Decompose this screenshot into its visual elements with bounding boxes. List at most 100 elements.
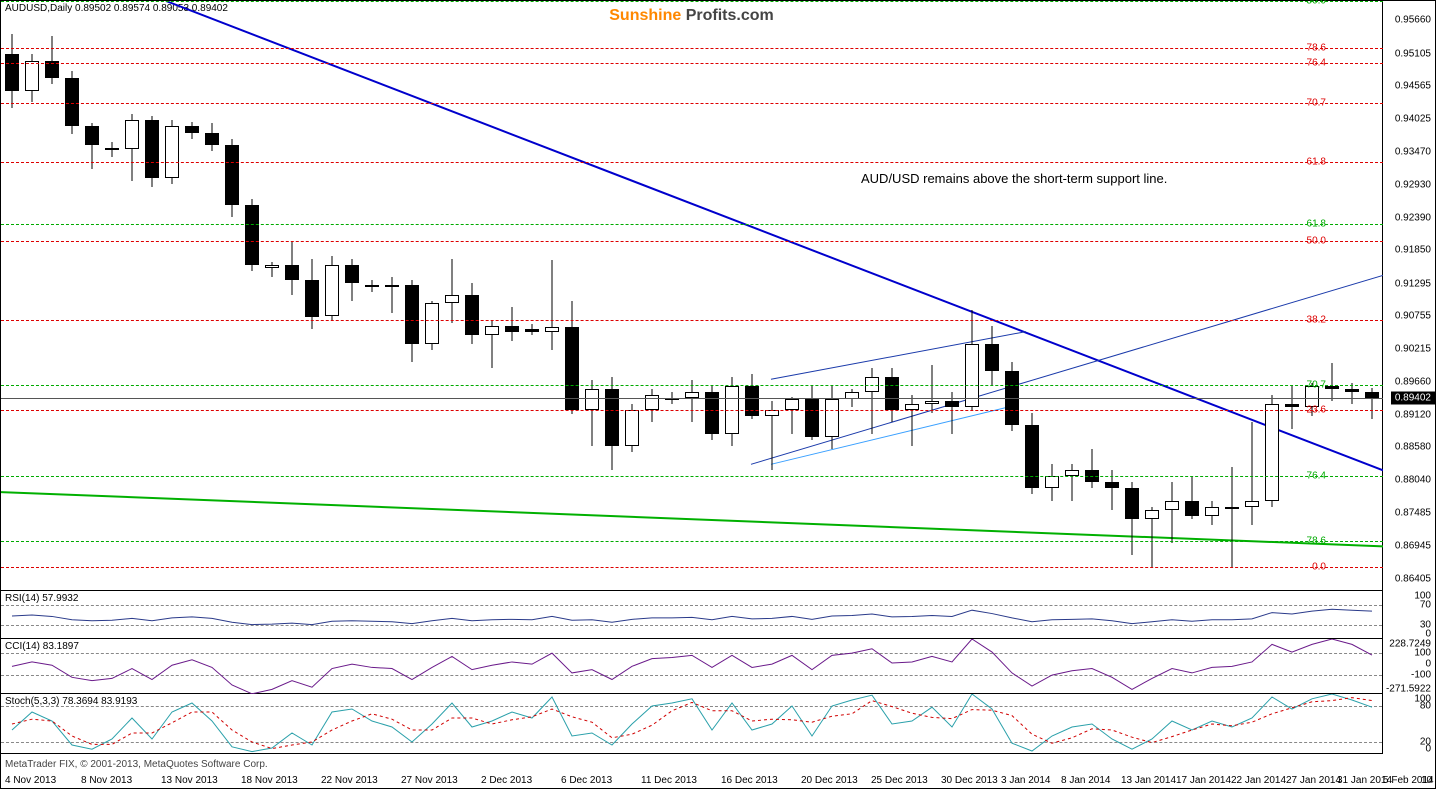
cci-tick: -100 <box>1411 670 1431 681</box>
candle[interactable] <box>505 1 519 591</box>
candle[interactable] <box>945 1 959 591</box>
rsi-axis: 10070300 <box>1381 591 1435 639</box>
candle[interactable] <box>905 1 919 591</box>
candle[interactable] <box>305 1 319 591</box>
candle[interactable] <box>245 1 259 591</box>
candle[interactable] <box>805 1 819 591</box>
candle[interactable] <box>285 1 299 591</box>
candle[interactable] <box>405 1 419 591</box>
candle[interactable] <box>1045 1 1059 591</box>
fib-line <box>1 1 1383 2</box>
fib-line <box>1 63 1383 64</box>
candle[interactable] <box>45 1 59 591</box>
candle[interactable] <box>985 1 999 591</box>
stoch-axis: 10080200 <box>1381 694 1435 754</box>
fib-label: 76.4 <box>1307 58 1326 69</box>
current-price-line <box>1 398 1383 399</box>
candle[interactable] <box>145 1 159 591</box>
stoch-panel[interactable]: Stoch(5,3,3) 78.3694 83.9193 <box>1 694 1383 754</box>
candle[interactable] <box>1145 1 1159 591</box>
time-tick: 22 Jan 2014 <box>1231 775 1286 786</box>
candle[interactable] <box>345 1 359 591</box>
candle[interactable] <box>85 1 99 591</box>
price-tick: 0.93470 <box>1395 147 1431 158</box>
time-tick: 10 Feb 2014 <box>1421 775 1436 786</box>
candle[interactable] <box>185 1 199 591</box>
candle[interactable] <box>865 1 879 591</box>
candle[interactable] <box>585 1 599 591</box>
candle[interactable] <box>925 1 939 591</box>
candle[interactable] <box>1365 1 1379 591</box>
candle[interactable] <box>425 1 439 591</box>
candle[interactable] <box>365 1 379 591</box>
candle[interactable] <box>845 1 859 591</box>
candle[interactable] <box>465 1 479 591</box>
candle[interactable] <box>785 1 799 591</box>
candle[interactable] <box>665 1 679 591</box>
candle[interactable] <box>1085 1 1099 591</box>
candle[interactable] <box>1185 1 1199 591</box>
candle[interactable] <box>1205 1 1219 591</box>
price-tick: 0.87485 <box>1395 508 1431 519</box>
time-tick: 27 Nov 2013 <box>401 775 458 786</box>
price-tick: 0.92930 <box>1395 179 1431 190</box>
candle[interactable] <box>625 1 639 591</box>
candle[interactable] <box>1025 1 1039 591</box>
rsi-level <box>1 625 1382 626</box>
candle[interactable] <box>485 1 499 591</box>
candle[interactable] <box>965 1 979 591</box>
candle[interactable] <box>205 1 219 591</box>
rsi-panel[interactable]: RSI(14) 57.9932 <box>1 591 1383 639</box>
candle[interactable] <box>385 1 399 591</box>
candle[interactable] <box>885 1 899 591</box>
candle[interactable] <box>1065 1 1079 591</box>
candle[interactable] <box>265 1 279 591</box>
fib-line <box>1 224 1383 225</box>
fib-line <box>1 103 1383 104</box>
price-chart[interactable]: AUDUSD,Daily 0.89502 0.89574 0.89053 0.8… <box>1 1 1383 591</box>
candle[interactable] <box>725 1 739 591</box>
candle[interactable] <box>645 1 659 591</box>
candle[interactable] <box>1345 1 1359 591</box>
candle[interactable] <box>325 1 339 591</box>
candle[interactable] <box>1325 1 1339 591</box>
candle[interactable] <box>705 1 719 591</box>
candle[interactable] <box>65 1 79 591</box>
candle[interactable] <box>1245 1 1259 591</box>
candle[interactable] <box>225 1 239 591</box>
candle[interactable] <box>5 1 19 591</box>
candle[interactable] <box>1225 1 1239 591</box>
price-tick: 0.91850 <box>1395 245 1431 256</box>
candle[interactable] <box>165 1 179 591</box>
candle[interactable] <box>1165 1 1179 591</box>
candle[interactable] <box>745 1 759 591</box>
candle[interactable] <box>685 1 699 591</box>
candle[interactable] <box>445 1 459 591</box>
fib-label: 50.0 <box>1307 235 1326 246</box>
candle[interactable] <box>525 1 539 591</box>
candle[interactable] <box>1125 1 1139 591</box>
candle[interactable] <box>1265 1 1279 591</box>
candle[interactable] <box>565 1 579 591</box>
candle[interactable] <box>765 1 779 591</box>
price-tick: 0.95660 <box>1395 15 1431 26</box>
cci-tick: 100 <box>1414 648 1431 659</box>
candle[interactable] <box>605 1 619 591</box>
cci-panel[interactable]: CCI(14) 83.1897 <box>1 639 1383 694</box>
price-tick: 0.89120 <box>1395 409 1431 420</box>
candle[interactable] <box>545 1 559 591</box>
time-tick: 8 Nov 2013 <box>81 775 132 786</box>
candle[interactable] <box>25 1 39 591</box>
candle[interactable] <box>1105 1 1119 591</box>
time-tick: 27 Jan 2014 <box>1286 775 1341 786</box>
price-tick: 0.92390 <box>1395 212 1431 223</box>
candle[interactable] <box>125 1 139 591</box>
candle[interactable] <box>1305 1 1319 591</box>
fib-label: 61.8 <box>1307 219 1326 230</box>
time-tick: 6 Dec 2013 <box>561 775 612 786</box>
fib-label: 70.7 <box>1307 379 1326 390</box>
candle[interactable] <box>105 1 119 591</box>
candle[interactable] <box>1005 1 1019 591</box>
candle[interactable] <box>825 1 839 591</box>
candle[interactable] <box>1285 1 1299 591</box>
